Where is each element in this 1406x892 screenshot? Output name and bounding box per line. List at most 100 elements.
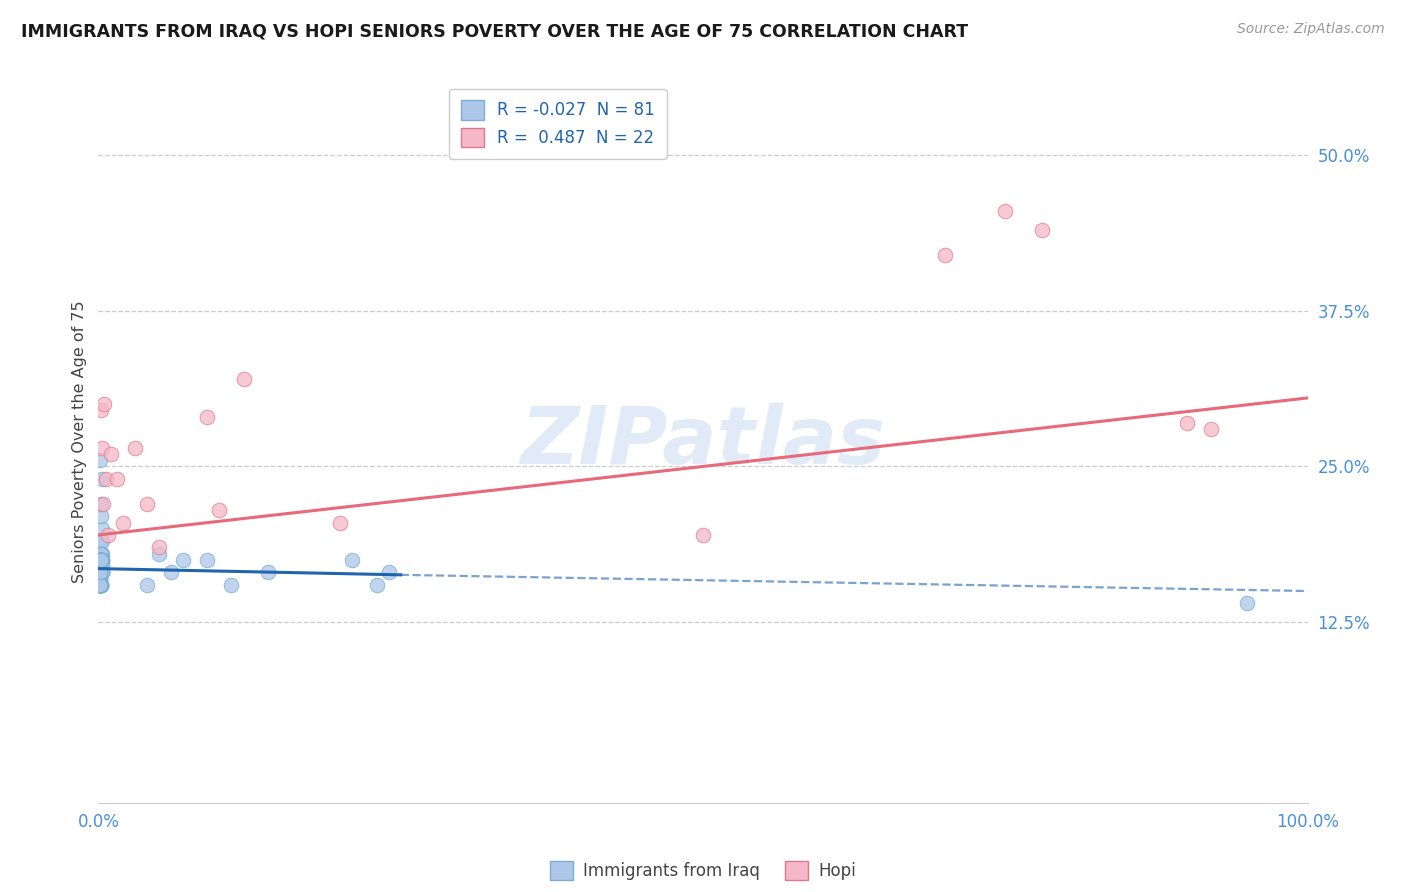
Point (91, 566, 114, 580)
Point (90, 566, 112, 580)
Point (90, 578, 112, 592)
Point (90, 566, 112, 580)
Point (208, 503, 231, 517)
Point (232, 372, 254, 386)
Point (91, 472, 114, 486)
Point (89, 566, 111, 580)
Text: IMMIGRANTS FROM IRAQ VS HOPI SENIORS POVERTY OVER THE AGE OF 75 CORRELATION CHAR: IMMIGRANTS FROM IRAQ VS HOPI SENIORS POV… (21, 22, 969, 40)
Point (93, 397, 115, 411)
Point (89, 578, 111, 592)
Point (91, 553, 114, 567)
Point (89, 578, 111, 592)
Text: ZIPatlas: ZIPatlas (520, 402, 886, 481)
Point (91, 522, 114, 536)
Point (90, 578, 112, 592)
Point (89, 578, 111, 592)
Point (89, 578, 111, 592)
Point (89, 578, 111, 592)
Point (91, 559, 114, 574)
Y-axis label: Seniors Poverty Over the Age of 75: Seniors Poverty Over the Age of 75 (72, 301, 87, 582)
Point (90, 553, 112, 567)
Point (90, 547, 112, 561)
Point (89, 572, 111, 586)
Point (97, 528, 120, 542)
Point (90, 566, 112, 580)
Point (994, 204, 1017, 219)
Point (89, 572, 111, 586)
Point (90, 578, 112, 592)
Point (89, 553, 111, 567)
Point (90, 509, 112, 524)
Point (111, 516, 134, 530)
Point (89, 578, 111, 592)
Legend: Immigrants from Iraq, Hopi: Immigrants from Iraq, Hopi (543, 855, 863, 887)
Point (135, 578, 157, 592)
Point (89, 553, 111, 567)
Point (195, 553, 218, 567)
Point (90, 559, 112, 574)
Point (90, 553, 112, 567)
Point (89, 553, 111, 567)
Point (89, 559, 111, 574)
Point (89, 566, 111, 580)
Point (91, 566, 114, 580)
Point (89, 578, 111, 592)
Point (342, 553, 364, 567)
Point (148, 541, 170, 555)
Point (90, 553, 112, 567)
Point (89, 566, 111, 580)
Point (90, 566, 112, 580)
Point (90, 553, 112, 567)
Point (91, 553, 114, 567)
Point (160, 566, 183, 580)
Point (94, 472, 117, 486)
Point (90, 553, 112, 567)
Point (91, 441, 114, 455)
Point (89, 453, 111, 467)
Point (195, 409, 218, 424)
Point (89, 578, 111, 592)
Point (90, 578, 112, 592)
Point (172, 553, 194, 567)
Point (1199, 422, 1222, 436)
Point (90, 566, 112, 580)
Point (89, 572, 111, 586)
Point (89, 566, 111, 580)
Point (89, 553, 111, 567)
Point (90, 553, 112, 567)
Point (1175, 416, 1198, 430)
Point (90, 497, 112, 511)
Point (91, 497, 114, 511)
Point (91, 534, 114, 549)
Point (90, 559, 112, 574)
Point (692, 528, 714, 542)
Point (89, 566, 111, 580)
Point (89, 559, 111, 574)
Point (135, 497, 157, 511)
Point (89, 559, 111, 574)
Point (90, 578, 112, 592)
Point (91, 547, 114, 561)
Point (934, 248, 956, 262)
Point (90, 547, 112, 561)
Point (90, 566, 112, 580)
Point (91, 566, 114, 580)
Point (91, 559, 114, 574)
Point (90, 566, 112, 580)
Point (377, 566, 399, 580)
Point (148, 547, 170, 561)
Point (90, 547, 112, 561)
Point (1031, 223, 1053, 237)
Point (1236, 597, 1258, 611)
Point (89, 566, 111, 580)
Point (90, 553, 112, 567)
Point (91, 566, 114, 580)
Point (105, 472, 128, 486)
Point (124, 441, 146, 455)
Point (89, 578, 111, 592)
Point (90, 553, 112, 567)
Point (366, 578, 388, 592)
Point (89, 578, 111, 592)
Point (100, 447, 122, 461)
Point (221, 578, 243, 592)
